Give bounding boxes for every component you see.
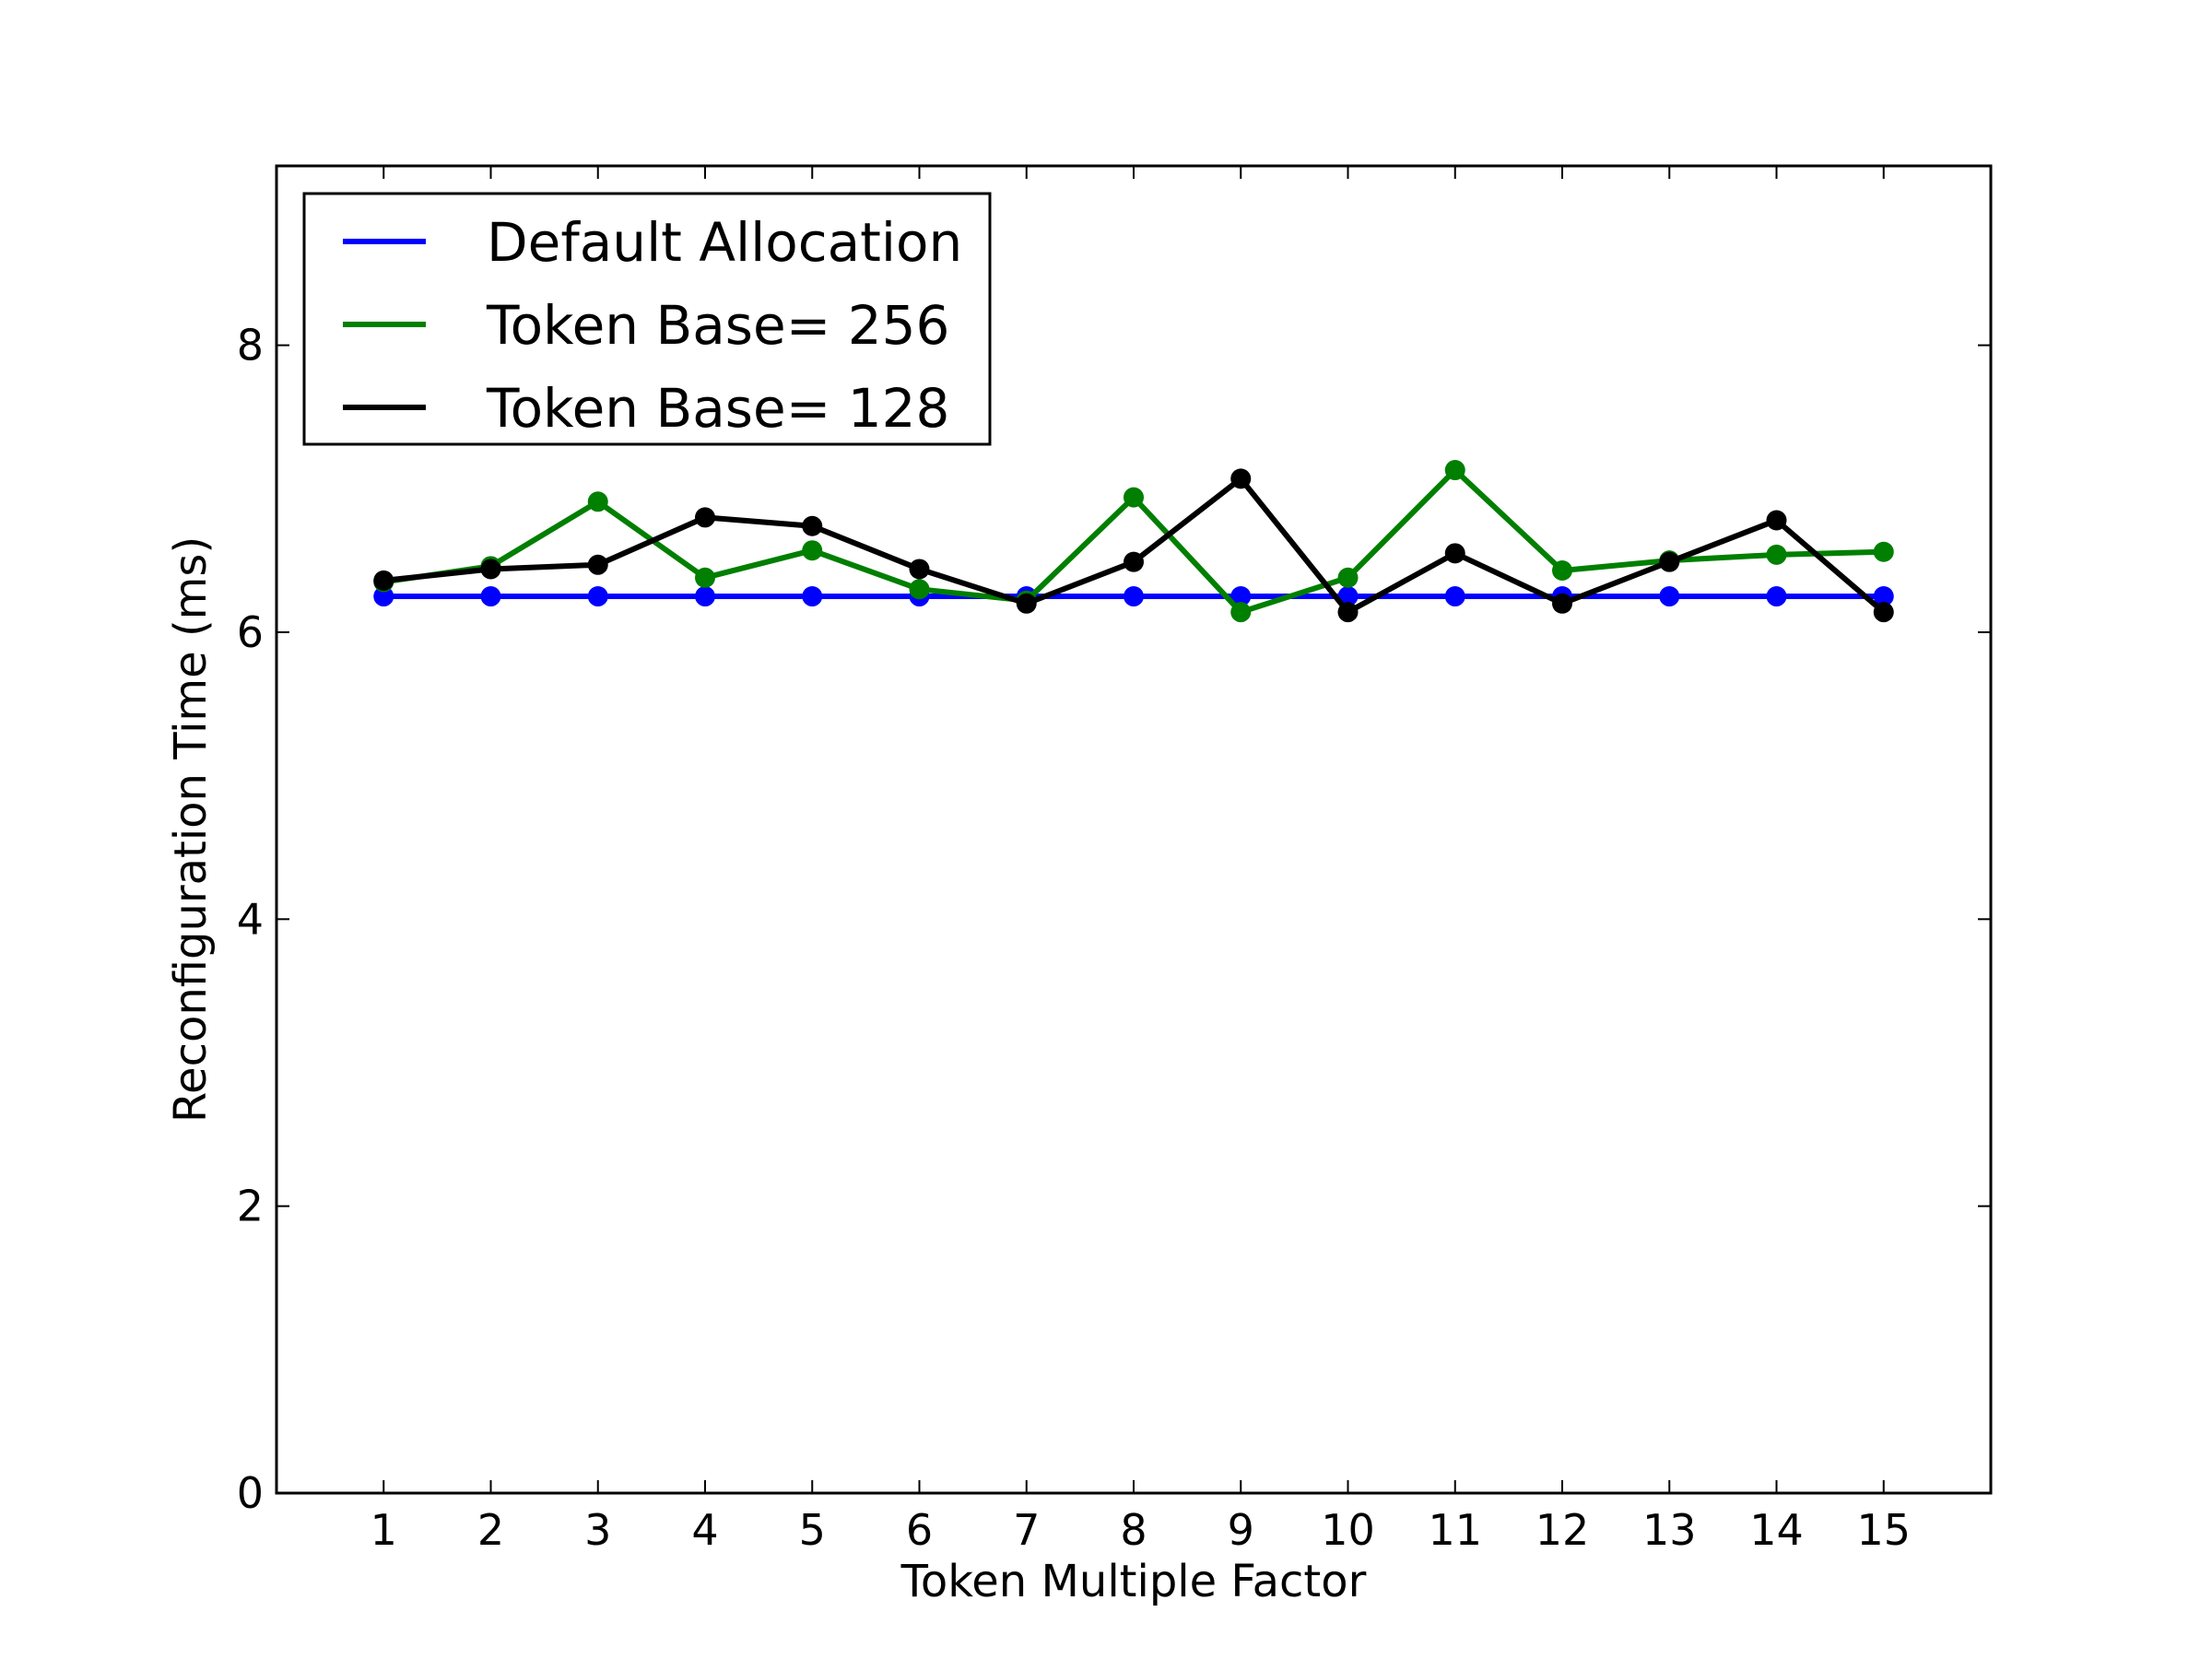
data-point	[1873, 586, 1894, 607]
plot-frame	[275, 164, 1993, 1495]
data-point	[909, 579, 930, 600]
data-point	[480, 586, 501, 607]
data-point	[1124, 551, 1144, 572]
y-tick-label: 8	[237, 321, 264, 371]
series-2	[373, 468, 1894, 623]
y-tick-label: 2	[237, 1182, 264, 1231]
x-tick-label: 8	[1120, 1505, 1147, 1555]
x-tick-label: 3	[584, 1505, 611, 1555]
data-point	[1444, 586, 1465, 607]
series-layer	[373, 460, 1894, 623]
data-point	[1230, 602, 1252, 623]
data-point	[587, 554, 608, 575]
data-point	[909, 559, 930, 580]
data-point	[587, 586, 608, 607]
data-point	[480, 559, 501, 580]
x-tick-label: 14	[1749, 1505, 1804, 1555]
x-tick-label: 10	[1321, 1505, 1375, 1555]
x-tick-label: 15	[1856, 1505, 1911, 1555]
legend-box	[302, 192, 992, 446]
legend-label: Token Base= 128	[486, 377, 949, 440]
series-0	[373, 586, 1894, 607]
data-point	[1552, 560, 1572, 582]
data-point	[695, 567, 715, 588]
data-point	[1766, 544, 1787, 565]
data-point	[1444, 543, 1465, 564]
data-point	[1337, 567, 1359, 588]
y-axis-title: Reconfiguration Time (ms)	[165, 536, 217, 1123]
data-point	[1659, 551, 1680, 572]
data-point	[1124, 586, 1144, 607]
data-point	[1230, 468, 1252, 489]
data-point	[1124, 487, 1144, 508]
axis-ticks	[276, 166, 1991, 1494]
x-tick-label: 13	[1642, 1505, 1697, 1555]
data-point	[373, 586, 394, 607]
data-point	[1873, 602, 1894, 623]
data-point	[802, 586, 823, 607]
x-tick-label: 12	[1535, 1505, 1590, 1555]
data-point	[695, 507, 715, 528]
legend-label: Token Base= 256	[486, 294, 949, 357]
data-point	[1337, 602, 1359, 623]
data-point	[1444, 460, 1465, 481]
x-tick-label: 7	[1013, 1505, 1040, 1555]
x-tick-label: 11	[1428, 1505, 1482, 1555]
x-tick-label: 2	[477, 1505, 504, 1555]
y-tick-labels: 0 2 4 6 8	[237, 321, 264, 1518]
x-tick-label: 6	[906, 1505, 933, 1555]
data-point	[802, 540, 823, 561]
data-point	[587, 491, 608, 512]
data-point	[695, 586, 715, 607]
data-point	[373, 570, 394, 591]
y-tick-label: 4	[237, 894, 264, 944]
legend: Default Allocation Token Base= 256 Token B…	[302, 192, 992, 446]
x-tick-label: 5	[799, 1505, 826, 1555]
x-tick-label: 4	[691, 1505, 718, 1555]
y-tick-label: 0	[237, 1468, 264, 1518]
x-axis-title: Token Multiple Factor	[900, 1556, 1367, 1607]
data-point	[1766, 586, 1787, 607]
data-point	[1766, 510, 1787, 531]
x-tick-labels: 1 2 3 4 5 6 7 8 9 10 11 12 13 14 15	[371, 1505, 1911, 1555]
y-tick-label: 6	[237, 607, 264, 657]
data-point	[1659, 586, 1680, 607]
x-tick-label: 9	[1228, 1505, 1254, 1555]
data-point	[802, 515, 823, 536]
data-point	[1230, 586, 1252, 607]
data-point	[1873, 541, 1894, 562]
x-tick-label: 1	[371, 1505, 397, 1555]
legend-label: Default Allocation	[487, 211, 962, 274]
data-point	[1552, 593, 1572, 614]
data-point	[1016, 593, 1037, 614]
